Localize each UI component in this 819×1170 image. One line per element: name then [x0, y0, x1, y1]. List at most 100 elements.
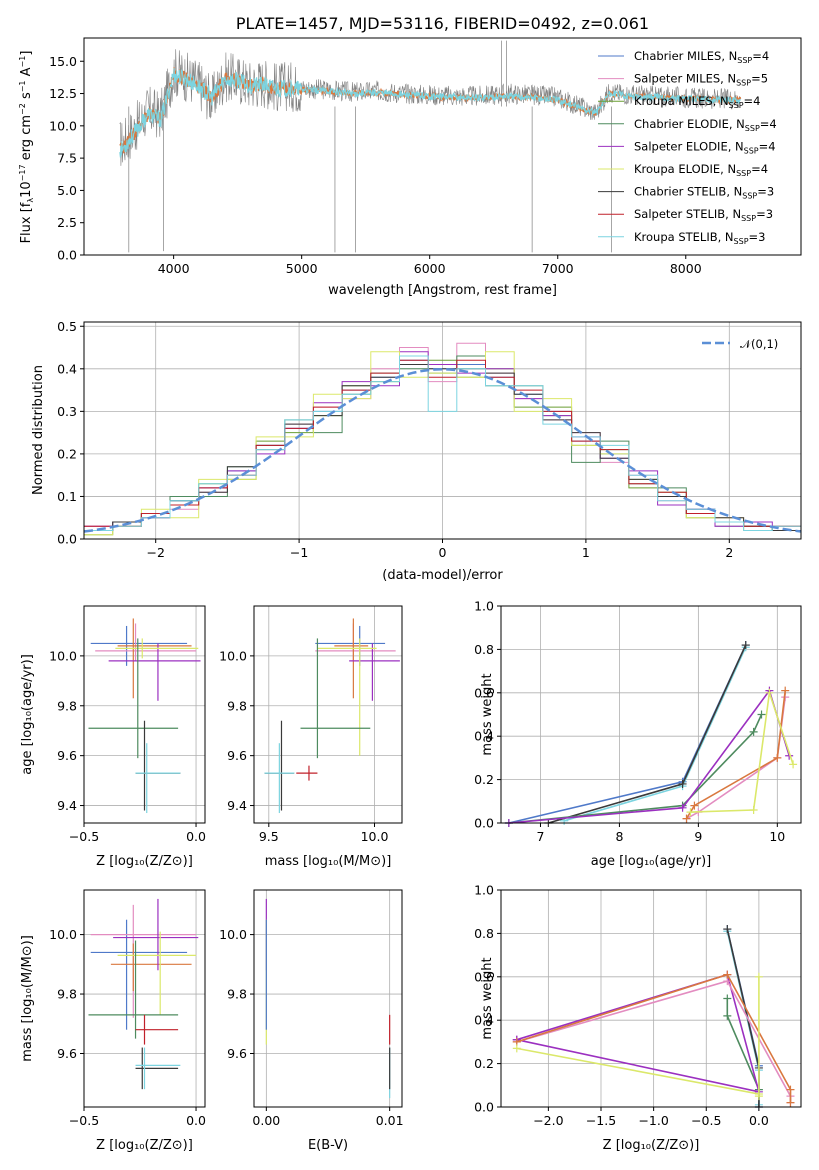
axes-frame	[83, 889, 206, 1108]
x-tick-label: 0.0	[186, 829, 206, 844]
data-point-marker	[690, 801, 699, 810]
x-tick-label: 0.0	[749, 1113, 769, 1128]
age-vs-metallicity-panel: −0.5 0.0 9.4 9.6 9.8 10.0 Z [log₁₀(Z/Z⊙)] age […	[20, 605, 206, 869]
y-tick-label: 10.0	[219, 648, 247, 663]
x-tick-label: 0.0	[186, 1113, 206, 1128]
y-tick-label: 0.4	[474, 1013, 494, 1028]
y-tick-label: 9.6	[227, 748, 247, 763]
x-tick-label: 4000	[158, 261, 190, 276]
legend-label: Chabrier MILES, NSSP=4	[634, 49, 769, 65]
y-tick-label: 0.2	[474, 772, 494, 787]
x-axis-label: wavelength [Angstrom, rest frame]	[328, 283, 557, 298]
weight-series-line	[516, 976, 760, 1097]
y-tick-label: 9.6	[227, 1046, 247, 1061]
weight-series-line	[563, 646, 747, 822]
x-tick-label: −0.5	[69, 1113, 99, 1128]
y-tick-label: 0.4	[474, 729, 494, 744]
y-tick-label: 10.0	[49, 118, 77, 133]
y-tick-label: 0.5	[57, 319, 77, 334]
axes-frame	[253, 889, 403, 1108]
y-tick-label: 1.0	[474, 599, 494, 614]
x-tick-label: −0.5	[69, 829, 99, 844]
weight-series-line	[690, 692, 794, 813]
y-tick-label: 7.5	[57, 151, 77, 166]
x-tick-label: 9	[694, 829, 702, 844]
model-series-line-alt	[119, 68, 742, 158]
legend-label: Kroupa ELODIE, NSSP=4	[634, 162, 768, 178]
y-tick-label: 0.8	[474, 642, 494, 657]
x-tick-label: −1.5	[586, 1113, 616, 1128]
y-tick-label: 9.8	[227, 987, 247, 1002]
y-axis-label: mass [log₁₀(M/M⊙)]	[20, 935, 35, 1062]
x-tick-label: 0.00	[252, 1113, 280, 1128]
x-tick-label: 9.5	[259, 829, 279, 844]
y-tick-label: 0.4	[57, 361, 77, 376]
x-tick-label: −0.5	[691, 1113, 721, 1128]
y-tick-label: 0.0	[57, 248, 77, 263]
y-tick-label: 0.1	[57, 489, 77, 504]
y-tick-label: 9.8	[57, 987, 77, 1002]
x-tick-label: 5000	[286, 261, 318, 276]
data-point-marker	[686, 808, 695, 817]
data-point-marker	[757, 710, 766, 719]
x-tick-label: 0	[439, 545, 447, 560]
x-axis-label: age [log₁₀(age/yr)]	[591, 854, 712, 869]
weight-series-line	[508, 714, 763, 824]
data-point-marker	[723, 970, 732, 979]
x-tick-label: 1	[582, 545, 590, 560]
y-axis-label: Flux [fλ10−17 erg cm−2 s−1 A−1]	[18, 51, 35, 244]
x-tick-label: 8	[615, 829, 623, 844]
y-tick-label: 0.0	[474, 1100, 494, 1115]
mass-weight-vs-metallicity-panel: −2.0 −1.5 −1.0 −0.5 0.0 0.0 0.2 0.4 0.6 0.8 1.0 Z […	[474, 883, 802, 1153]
x-axis-label: Z [log₁₀(Z/Z⊙)]	[96, 854, 193, 869]
y-tick-label: 5.0	[57, 183, 77, 198]
axes-frame	[253, 605, 403, 824]
data-point-marker	[678, 779, 687, 788]
x-tick-label: 7	[536, 829, 544, 844]
legend-label: Chabrier ELODIE, NSSP=4	[634, 117, 777, 133]
x-tick-label: 0.01	[376, 1113, 404, 1128]
data-point-marker	[786, 1085, 795, 1094]
axes-frame	[500, 605, 802, 824]
y-tick-label: 0.0	[474, 816, 494, 831]
legend-label: Kroupa STELIB, NSSP=3	[634, 230, 765, 246]
data-point-marker	[786, 1098, 795, 1107]
x-tick-label: −1	[290, 545, 308, 560]
y-tick-label: 0.6	[474, 685, 494, 700]
legend-label: Salpeter STELIB, NSSP=3	[634, 207, 773, 223]
y-tick-label: 1.0	[474, 883, 494, 898]
axes-frame	[83, 605, 206, 824]
y-tick-label: 9.8	[57, 698, 77, 713]
legend-label: Salpeter MILES, NSSP=5	[634, 72, 768, 88]
y-axis-label: Normed distribution	[31, 365, 46, 495]
y-tick-label: 10.0	[219, 927, 247, 942]
x-axis-label: Z [log₁₀(Z/Z⊙)]	[603, 1138, 700, 1153]
y-tick-label: 0.2	[474, 1056, 494, 1071]
x-axis-label: mass [log₁₀(M/M⊙)]	[265, 854, 392, 869]
y-tick-label: 10.0	[49, 648, 77, 663]
data-point-marker	[741, 641, 750, 650]
x-axis-label: E(B-V)	[308, 1138, 348, 1153]
x-tick-label: 2	[725, 545, 733, 560]
residual-histogram-panel: −2 −1 0 1 2 0.0 0.1 0.2 0.3 0.4 0.5 𝒩(0,1) (data-mod…	[31, 319, 802, 583]
x-tick-label: 10	[769, 829, 785, 844]
y-tick-label: 0.8	[474, 926, 494, 941]
y-tick-label: 9.4	[227, 798, 247, 813]
y-axis-label: age [log₁₀(age/yr)]	[20, 654, 35, 775]
legend-label: Kroupa MILES, NSSP=4	[634, 94, 760, 110]
y-tick-label: 0.3	[57, 404, 77, 419]
data-point-marker	[789, 760, 798, 769]
data-point-marker	[749, 805, 758, 814]
x-tick-label: 10.0	[361, 829, 389, 844]
y-tick-label: 0.2	[57, 446, 77, 461]
y-tick-label: 2.5	[57, 215, 77, 230]
data-point-marker	[754, 972, 763, 981]
normal-reference-curve	[83, 368, 802, 533]
y-tick-label: 0.6	[474, 969, 494, 984]
legend: Chabrier MILES, NSSP=4 Salpeter MILES, NS…	[598, 49, 777, 246]
x-tick-label: 7000	[542, 261, 574, 276]
y-tick-label: 9.8	[227, 698, 247, 713]
y-tick-label: 15.0	[49, 54, 77, 69]
axes-frame	[83, 37, 802, 256]
